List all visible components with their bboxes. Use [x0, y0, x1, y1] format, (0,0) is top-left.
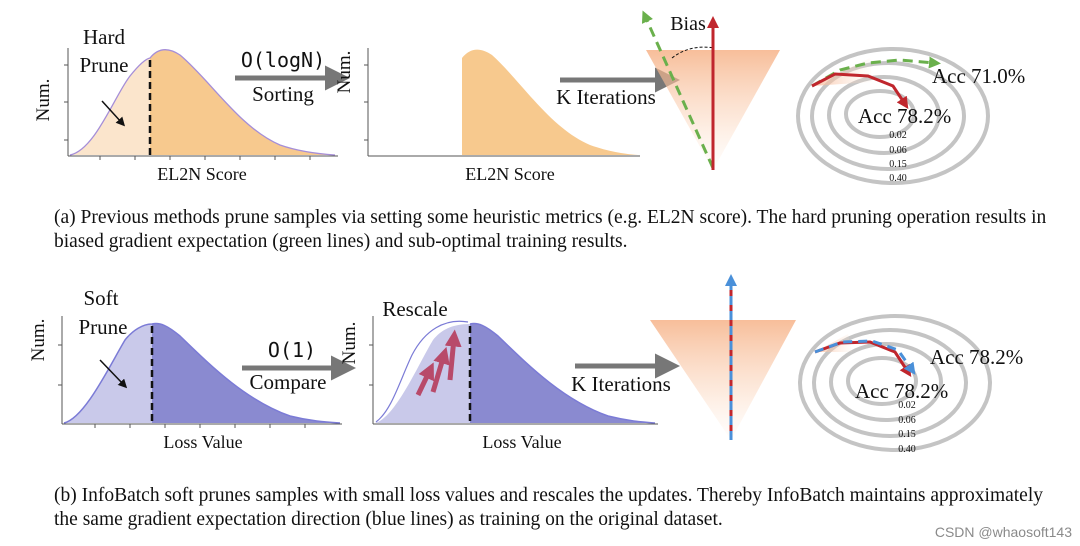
contour-a-level-0: 0.02 [889, 130, 907, 141]
hist-a1-label-line1: Hard [83, 25, 125, 49]
contour-a-level-3: 0.40 [889, 173, 907, 184]
contour-b-acc-blue: Acc 78.2% [930, 345, 1023, 369]
cone-a: Bias [641, 10, 780, 170]
contour-b-level-3: 0.40 [898, 444, 916, 455]
contour-b-acc-red: Acc 78.2% [855, 379, 948, 403]
op-a: O(logN) Sorting [235, 48, 350, 106]
cone-b [650, 274, 796, 440]
hist-b2-kept-area [470, 323, 655, 423]
contour-b: Acc 78.2% Acc 78.2% 0.02 0.06 0.15 0.40 [798, 314, 1023, 455]
contour-a-level-2: 0.15 [889, 159, 907, 170]
contour-a-level-1: 0.06 [889, 145, 907, 156]
iter-a: K Iterations [556, 67, 680, 109]
cone-b-shape [650, 320, 796, 440]
hist-a1-curve [69, 49, 336, 156]
iter-a-label: K Iterations [556, 85, 656, 109]
hist-b2-rescaled-outline [375, 320, 469, 423]
hist-b2-xlabel: Loss Value [482, 432, 561, 452]
hist-a2: Num. EL2N Score [334, 48, 640, 184]
hist-b2-ylabel: Num. [339, 322, 360, 365]
hist-b1-pruned-area [64, 324, 152, 423]
hist-b1-label-line1: Soft [83, 286, 118, 310]
bias-angle-arc [671, 46, 715, 59]
op-b-complexity: O(1) [268, 338, 316, 362]
contour-a-red-path [811, 72, 909, 109]
hist-b2-curve [469, 322, 656, 424]
hist-b1-pointer-arrow [99, 359, 128, 389]
contour-a: Acc 71.0% Acc 78.2% 0.02 0.06 0.15 0.40 [796, 47, 1025, 185]
caption-a: (a) Previous methods prune samples via s… [54, 207, 1047, 252]
contour-b-level-2: 0.15 [898, 429, 916, 440]
hist-b1-xlabel: Loss Value [163, 432, 242, 452]
hist-b1: Num. Loss Value Soft Prune [28, 286, 342, 452]
hist-a2-ylabel: Num. [334, 51, 355, 94]
hist-a2-kept-area [462, 49, 638, 155]
hist-b1-kept-area [152, 323, 340, 423]
rescale-arrow-1 [415, 362, 434, 397]
op-a-complexity: O(logN) [241, 48, 325, 72]
hist-b1-label-line2: Prune [79, 315, 128, 339]
iter-b: K Iterations [571, 353, 680, 396]
watermark: CSDN @whaosoft143 [934, 524, 1072, 540]
op-b: O(1) Compare [242, 338, 356, 394]
hist-b2-rescale-label: Rescale [382, 297, 447, 321]
op-b-action: Compare [250, 370, 327, 394]
iter-b-label: K Iterations [571, 372, 671, 396]
hist-a1-pruned-area [70, 58, 150, 155]
contour-b-level-0: 0.02 [898, 400, 916, 411]
hist-a1-kept-area [150, 49, 335, 155]
op-a-action: Sorting [252, 82, 314, 106]
hist-a2-xlabel: EL2N Score [465, 164, 554, 184]
rescale-arrow-2 [430, 346, 450, 393]
hist-a1-xlabel: EL2N Score [157, 164, 246, 184]
hist-b2: Num. Loss Value Rescale [339, 297, 658, 452]
contour-b-level-1: 0.06 [898, 415, 916, 426]
rescale-arrow-3 [444, 329, 462, 381]
hist-b1-ylabel: Num. [28, 319, 49, 362]
contour-a-acc-green: Acc 71.0% [932, 64, 1025, 88]
hist-b1-curve [63, 322, 341, 424]
hist-a1-pointer-arrow [101, 100, 126, 127]
bias-label: Bias [670, 13, 706, 35]
contour-a-acc-red: Acc 78.2% [858, 104, 951, 128]
contour-b-blue-path [814, 339, 916, 375]
caption-b: (b) InfoBatch soft prunes samples with s… [54, 485, 1044, 530]
hist-a1: Num. EL2N Score Hard Prune [33, 25, 338, 184]
hist-a1-label-line2: Prune [80, 53, 129, 77]
hist-a1-ylabel: Num. [33, 79, 54, 122]
green-gradient-arrow [641, 10, 715, 169]
